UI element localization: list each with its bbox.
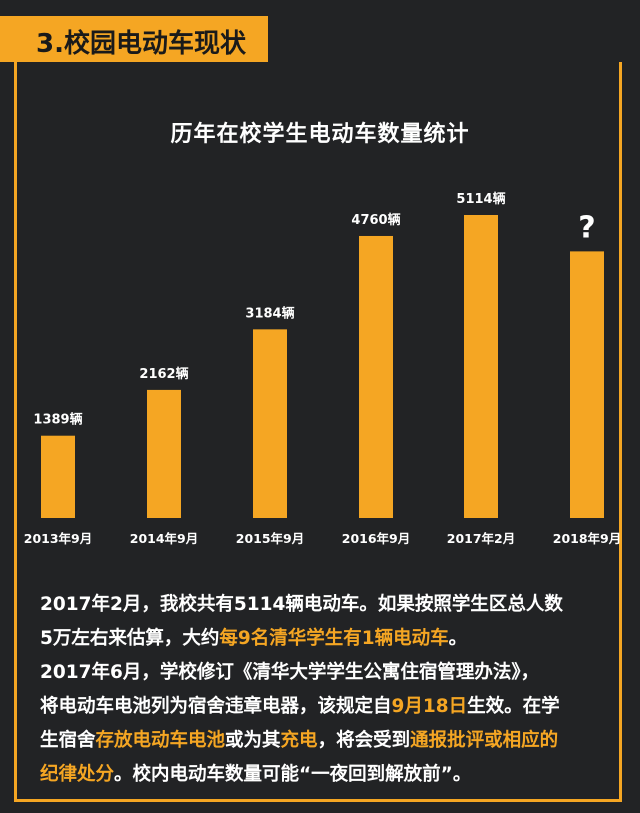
bar-4 bbox=[464, 215, 498, 518]
content-frame bbox=[14, 62, 622, 802]
bar-3 bbox=[359, 235, 393, 518]
body-text-segment: 生效。在学 bbox=[467, 696, 560, 717]
bar-5 bbox=[570, 251, 604, 518]
bar-label-0: 1389辆 bbox=[33, 412, 82, 428]
x-tick-label-0: 2013年9月 bbox=[24, 531, 93, 546]
section-title: 3.校园电动车现状 bbox=[36, 29, 246, 59]
bar-1 bbox=[147, 389, 181, 518]
body-text-segment: 。 bbox=[448, 628, 468, 649]
x-tick-label-5: 2018年9月 bbox=[553, 531, 622, 546]
body-text-segment: 。校内电动车数量可能“一夜回到解放前”。 bbox=[114, 764, 472, 785]
x-tick-label-1: 2014年9月 bbox=[130, 531, 199, 546]
body-line-2: 2017年6月，学校修订《清华大学学生公寓住宿管理办法》， bbox=[40, 656, 620, 690]
bar-label-1: 2162辆 bbox=[139, 366, 188, 382]
body-line-0: 2017年2月，我校共有5114辆电动车。如果按照学生区总人数 bbox=[40, 588, 620, 622]
bar-chart: 1389辆 2013年9月 2162辆 2014年9月 3184辆 2015年9月 4760… bbox=[24, 191, 622, 546]
body-text-segment: 5万左右来估算，大约 bbox=[40, 628, 220, 649]
highlight-text: 每9名清华学生有1辆电动车 bbox=[219, 628, 449, 649]
body-text-segment: ，将会受到 bbox=[317, 730, 411, 751]
body-text-segment: 或为其 bbox=[225, 730, 281, 751]
body-text-segment: 2017年2月，我校共有5114辆电动车。如果按照学生区总人数 bbox=[40, 594, 563, 615]
chart-title: 历年在校学生电动车数量统计 bbox=[170, 122, 470, 147]
highlight-text: 通报批评或相应的 bbox=[410, 730, 559, 751]
section-header: 3.校园电动车现状 bbox=[0, 0, 640, 62]
body-line-3: 将电动车电池列为宿舍违章电器，该规定自9月18日生效。在学 bbox=[40, 690, 620, 724]
body-text-segment: 生宿舍 bbox=[40, 730, 96, 751]
body-line-4: 生宿舍存放电动车电池或为其充电，将会受到通报批评或相应的 bbox=[40, 724, 620, 758]
body-line-1: 5万左右来估算，大约每9名清华学生有1辆电动车。 bbox=[40, 622, 620, 656]
bar-label-4: 5114辆 bbox=[456, 191, 505, 207]
highlight-text: 存放电动车电池 bbox=[95, 730, 226, 751]
body-text: 2017年2月，我校共有5114辆电动车。如果按照学生区总人数 5万左右来估算，大… bbox=[40, 588, 620, 792]
bar-label-2: 3184辆 bbox=[245, 305, 294, 321]
body-line-5: 纪律处分。校内电动车数量可能“一夜回到解放前”。 bbox=[40, 758, 620, 792]
body-text-segment: 将电动车电池列为宿舍违章电器，该规定自 bbox=[40, 696, 392, 717]
highlight-text: 充电 bbox=[280, 730, 318, 751]
bar-label-5: ? bbox=[578, 210, 595, 245]
bar-label-3: 4760辆 bbox=[351, 212, 400, 228]
x-tick-label-4: 2017年2月 bbox=[447, 531, 516, 546]
highlight-text: 纪律处分 bbox=[40, 764, 115, 785]
x-tick-label-3: 2016年9月 bbox=[342, 531, 411, 546]
x-tick-label-2: 2015年9月 bbox=[236, 531, 305, 546]
bar-0 bbox=[41, 435, 75, 518]
bar-2 bbox=[253, 329, 287, 518]
highlight-text: 9月18日 bbox=[391, 696, 468, 717]
section-tag: 3.校园电动车现状 bbox=[0, 16, 268, 62]
body-text-segment: 2017年6月，学校修订《清华大学学生公寓住宿管理办法》， bbox=[40, 662, 540, 683]
